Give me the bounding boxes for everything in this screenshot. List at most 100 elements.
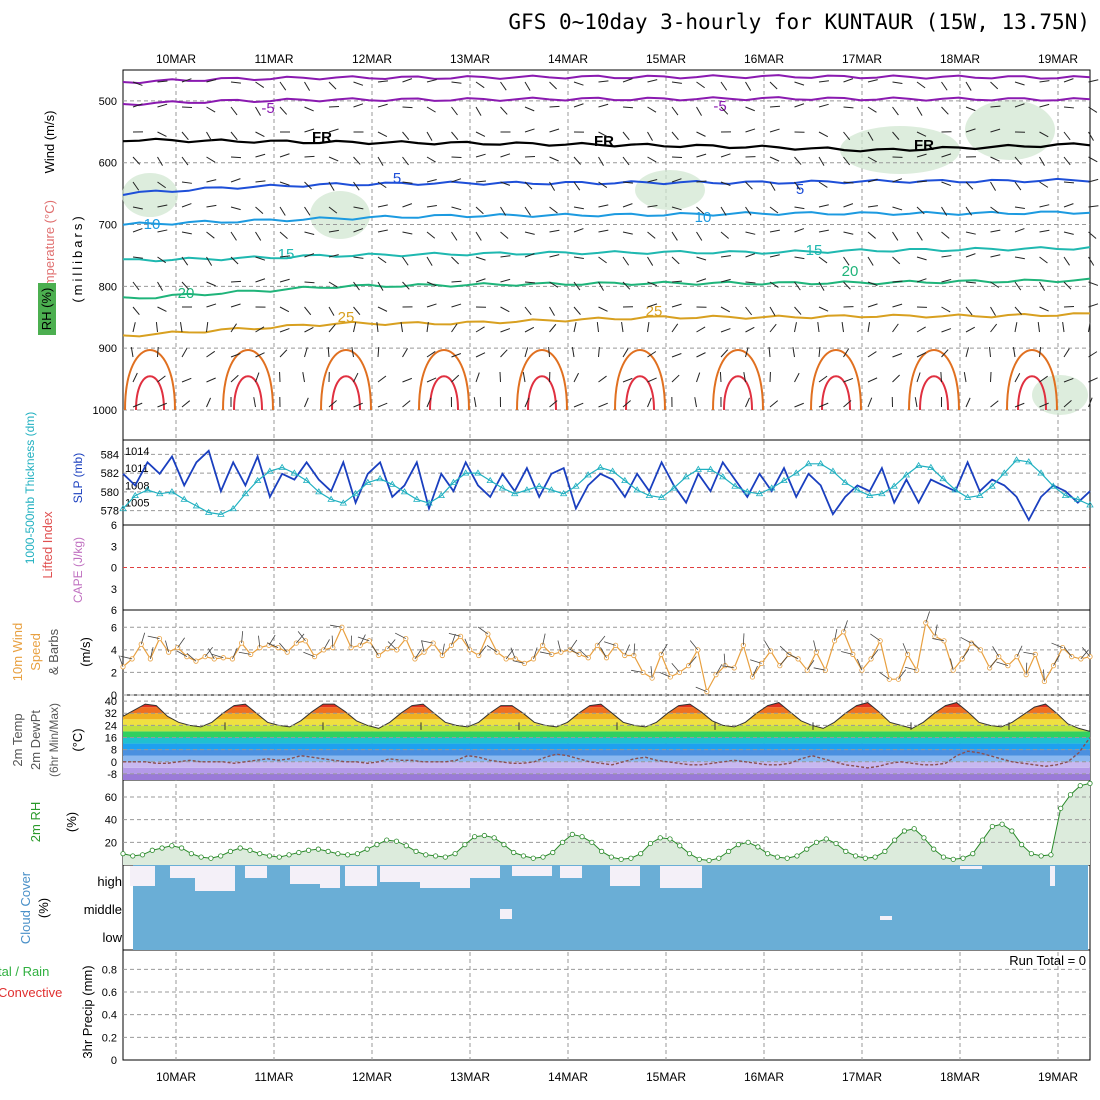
wind-barb — [499, 371, 501, 383]
thickness-marker — [902, 471, 911, 478]
cloud-low-label: low — [102, 930, 122, 945]
wind-barb — [794, 322, 797, 333]
wind-barb — [769, 400, 779, 408]
wind-barb — [549, 105, 560, 108]
temp-color-band — [123, 719, 1090, 726]
wind-barb — [867, 79, 878, 83]
cloud-gap — [470, 866, 500, 878]
wind-barb — [598, 306, 608, 312]
contour-line-10 — [122, 210, 1091, 226]
wind-barb — [965, 206, 973, 216]
wind-barb — [157, 402, 167, 408]
wind-barb — [990, 323, 998, 333]
wind-barb — [1088, 377, 1098, 383]
wind-barb — [1014, 156, 1022, 165]
thickness-marker — [1025, 458, 1033, 465]
thickness-marker — [596, 463, 605, 470]
wind-barb — [549, 400, 558, 408]
wind10m-barb — [841, 651, 853, 655]
wind-barb — [573, 281, 581, 291]
wind-barb — [426, 179, 437, 183]
date-label-bottom: 15MAR — [646, 1070, 686, 1084]
wind-barb — [377, 103, 388, 108]
wind-barb — [206, 156, 216, 163]
wind-barb — [867, 156, 877, 163]
wind-barb — [500, 181, 511, 186]
thickness-tick-label: 584 — [101, 449, 119, 461]
wind-barb — [206, 131, 212, 141]
wind-barb — [230, 231, 237, 241]
wind-barb — [647, 397, 652, 408]
wind10m-barb — [238, 651, 251, 655]
panel-frame-upper — [122, 69, 1091, 441]
temp-color-band — [123, 755, 1090, 762]
wind-barb — [181, 400, 191, 408]
wind10m-barb — [165, 640, 169, 653]
wind10m-barb — [633, 643, 636, 656]
wind-barb — [745, 231, 756, 235]
wind-barb — [990, 206, 999, 214]
wind-barb — [426, 156, 436, 163]
wind-barb — [255, 106, 261, 116]
wind-barb — [132, 306, 140, 316]
temp-color-band — [123, 713, 1090, 720]
rh2m-marker — [462, 841, 468, 848]
wind-barb — [573, 228, 584, 233]
wind-barb — [206, 231, 215, 239]
wind-barb — [867, 106, 877, 113]
wind-barb — [473, 397, 477, 408]
wind-barb — [328, 254, 339, 258]
wind-barb — [941, 181, 952, 187]
thickness-marker — [1012, 456, 1021, 463]
wind-barb — [696, 106, 702, 116]
wind-barb — [843, 106, 854, 109]
wind-barb — [500, 349, 508, 358]
wind-barb — [794, 156, 802, 165]
wind10m-barb — [1081, 647, 1091, 657]
wind-barb — [524, 281, 536, 284]
wind10m-barb — [752, 665, 758, 678]
wind-barb — [598, 281, 604, 291]
wind-barb — [720, 153, 731, 158]
wind-barb — [132, 156, 141, 165]
wind-barb — [402, 78, 413, 83]
contour-line-FR — [122, 137, 1091, 153]
wind10m-barb — [904, 666, 917, 671]
wind-barb — [549, 181, 556, 191]
wind10m-barb — [925, 611, 930, 623]
wind-barb — [279, 349, 288, 358]
wind-barb — [671, 353, 682, 358]
wind-barb — [132, 181, 140, 191]
pressure-tick-label: 900 — [99, 343, 117, 355]
thickness-marker — [1061, 491, 1070, 499]
date-label-top: 16MAR — [744, 52, 784, 66]
wind-barb — [402, 131, 410, 141]
wind-barb — [1039, 103, 1050, 108]
wind-barb — [622, 400, 631, 408]
thickness-marker — [229, 504, 237, 512]
wind-barb — [1014, 322, 1018, 333]
wind-barb — [500, 278, 511, 283]
wind-barb — [622, 256, 630, 266]
wind-barb — [892, 231, 899, 241]
wind-barb — [990, 254, 1001, 258]
wind-barb — [867, 377, 878, 383]
wind-barb — [818, 204, 829, 208]
wind-barb — [475, 180, 486, 183]
cloud-axis-label: Cloud Cover — [18, 871, 33, 944]
thickness-marker — [278, 463, 286, 470]
wind10m-barb — [451, 633, 456, 646]
wind-barb — [965, 106, 976, 112]
wind-barb — [500, 206, 507, 216]
wind-barb — [671, 106, 679, 116]
wind-barb — [181, 203, 192, 208]
wind-barb — [328, 181, 335, 191]
wind-barb — [867, 281, 878, 286]
rh2m-axis-label: 2m RH — [28, 802, 43, 842]
wind-barb — [647, 106, 657, 113]
precip-panel: 0.8 0.6 0.4 0.2 0 — [102, 964, 1090, 1067]
wind-barb — [916, 180, 928, 183]
wind-barb — [132, 322, 136, 333]
wind-barb — [377, 281, 384, 291]
wind-barb — [1039, 347, 1042, 358]
